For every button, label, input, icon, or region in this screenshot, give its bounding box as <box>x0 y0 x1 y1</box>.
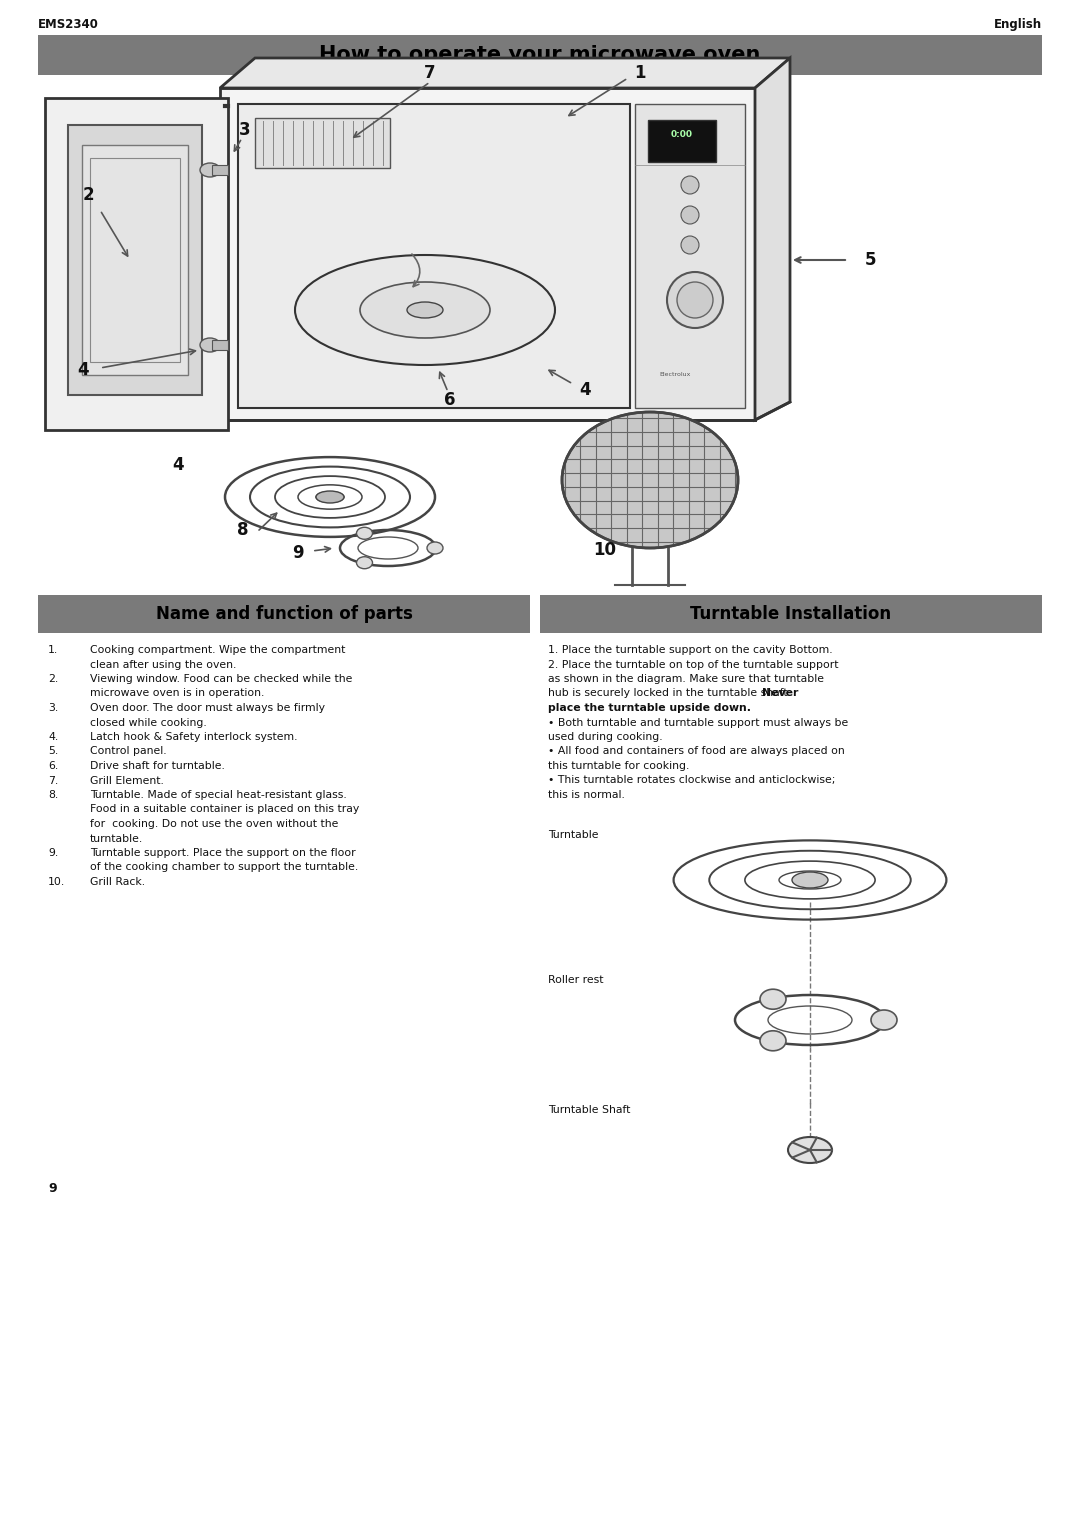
Text: 4: 4 <box>579 380 591 399</box>
Text: 7: 7 <box>424 64 436 83</box>
Polygon shape <box>755 58 789 420</box>
Text: Never: Never <box>761 689 798 698</box>
Text: Turntable: Turntable <box>548 830 598 840</box>
Text: Turntable. Made of special heat-resistant glass.: Turntable. Made of special heat-resistan… <box>90 790 347 801</box>
Bar <box>90 157 180 362</box>
Text: Viewing window. Food can be checked while the: Viewing window. Food can be checked whil… <box>90 674 352 685</box>
Text: 8: 8 <box>238 521 248 539</box>
Text: Electrolux: Electrolux <box>659 371 691 377</box>
Bar <box>635 104 745 408</box>
Bar <box>45 98 228 429</box>
Bar <box>38 35 1042 75</box>
Ellipse shape <box>792 872 828 888</box>
Text: 9: 9 <box>293 544 303 562</box>
Text: 4.: 4. <box>48 732 58 743</box>
Text: 6: 6 <box>444 391 456 410</box>
Text: this turntable for cooking.: this turntable for cooking. <box>548 761 689 772</box>
Bar <box>38 594 530 633</box>
Text: Cooking compartment. Wipe the compartment: Cooking compartment. Wipe the compartmen… <box>90 645 346 656</box>
Text: 3.: 3. <box>48 703 58 714</box>
Ellipse shape <box>677 283 713 318</box>
Text: Latch hook & Safety interlock system.: Latch hook & Safety interlock system. <box>90 732 297 743</box>
Text: 2: 2 <box>82 186 94 205</box>
Ellipse shape <box>667 272 723 329</box>
Text: 9.: 9. <box>48 848 58 859</box>
Text: 8.: 8. <box>48 790 58 801</box>
Text: Name and function of parts: Name and function of parts <box>156 605 413 623</box>
Text: • All food and containers of food are always placed on: • All food and containers of food are al… <box>548 747 845 756</box>
Text: 10: 10 <box>594 541 617 559</box>
Text: 3: 3 <box>239 121 251 139</box>
Text: of the cooking chamber to support the turntable.: of the cooking chamber to support the tu… <box>90 862 359 872</box>
Ellipse shape <box>356 556 373 568</box>
Text: for  cooking. Do not use the oven without the: for cooking. Do not use the oven without… <box>90 819 338 830</box>
Text: 4: 4 <box>77 361 89 379</box>
Ellipse shape <box>200 163 220 177</box>
Text: 9: 9 <box>48 1183 56 1195</box>
Text: Roller rest: Roller rest <box>548 975 604 986</box>
Ellipse shape <box>316 490 345 503</box>
Ellipse shape <box>760 1031 786 1051</box>
Ellipse shape <box>356 527 373 539</box>
Text: Turntable Shaft: Turntable Shaft <box>548 1105 631 1115</box>
Ellipse shape <box>681 235 699 254</box>
Text: 2.: 2. <box>48 674 58 685</box>
Text: EMS2340: EMS2340 <box>38 18 99 31</box>
Text: • This turntable rotates clockwise and anticlockwise;: • This turntable rotates clockwise and a… <box>548 776 835 785</box>
Bar <box>82 145 188 374</box>
Text: clean after using the oven.: clean after using the oven. <box>90 660 237 669</box>
Text: Turntable Installation: Turntable Installation <box>690 605 892 623</box>
Text: used during cooking.: used during cooking. <box>548 732 663 743</box>
Text: • Both turntable and turntable support must always be: • Both turntable and turntable support m… <box>548 718 848 727</box>
Text: turntable.: turntable. <box>90 833 144 843</box>
Text: Oven door. The door must always be firmly: Oven door. The door must always be firml… <box>90 703 325 714</box>
Bar <box>212 341 228 350</box>
Bar <box>540 594 1042 633</box>
Ellipse shape <box>360 283 490 338</box>
Text: 5.: 5. <box>48 747 58 756</box>
Text: Grill Element.: Grill Element. <box>90 776 164 785</box>
Text: 2. Place the turntable on top of the turntable support: 2. Place the turntable on top of the tur… <box>548 660 838 669</box>
Text: Control panel.: Control panel. <box>90 747 166 756</box>
Ellipse shape <box>200 338 220 351</box>
Text: Turntable support. Place the support on the floor: Turntable support. Place the support on … <box>90 848 355 859</box>
Bar <box>255 118 390 168</box>
Text: 4: 4 <box>172 455 184 474</box>
Text: as shown in the diagram. Make sure that turntable: as shown in the diagram. Make sure that … <box>548 674 824 685</box>
Bar <box>220 89 755 420</box>
Ellipse shape <box>427 542 443 555</box>
Ellipse shape <box>295 255 555 365</box>
Text: 1: 1 <box>634 64 646 83</box>
Text: 10.: 10. <box>48 877 65 886</box>
Ellipse shape <box>562 413 738 549</box>
Text: microwave oven is in operation.: microwave oven is in operation. <box>90 689 265 698</box>
Text: closed while cooking.: closed while cooking. <box>90 718 206 727</box>
Ellipse shape <box>870 1010 897 1030</box>
Text: 1.: 1. <box>48 645 58 656</box>
Bar <box>212 165 228 176</box>
Text: 0:00: 0:00 <box>671 130 693 139</box>
Text: How to operate your microwave oven: How to operate your microwave oven <box>320 44 760 66</box>
Ellipse shape <box>760 989 786 1008</box>
Text: Drive shaft for turntable.: Drive shaft for turntable. <box>90 761 225 772</box>
Text: Grill Rack.: Grill Rack. <box>90 877 145 886</box>
Ellipse shape <box>681 176 699 194</box>
Polygon shape <box>220 58 789 89</box>
Ellipse shape <box>407 303 443 318</box>
Text: English: English <box>994 18 1042 31</box>
Text: 1. Place the turntable support on the cavity Bottom.: 1. Place the turntable support on the ca… <box>548 645 833 656</box>
Text: 5: 5 <box>864 251 876 269</box>
Text: Food in a suitable container is placed on this tray: Food in a suitable container is placed o… <box>90 805 360 814</box>
Bar <box>648 121 716 162</box>
Text: 6.: 6. <box>48 761 58 772</box>
Bar <box>238 104 630 408</box>
Text: hub is securely locked in the turntable shaft.: hub is securely locked in the turntable … <box>548 689 795 698</box>
Ellipse shape <box>681 206 699 225</box>
Bar <box>68 125 202 396</box>
Text: this is normal.: this is normal. <box>548 790 625 801</box>
Text: 7.: 7. <box>48 776 58 785</box>
Text: place the turntable upside down.: place the turntable upside down. <box>548 703 751 714</box>
Ellipse shape <box>788 1137 832 1163</box>
